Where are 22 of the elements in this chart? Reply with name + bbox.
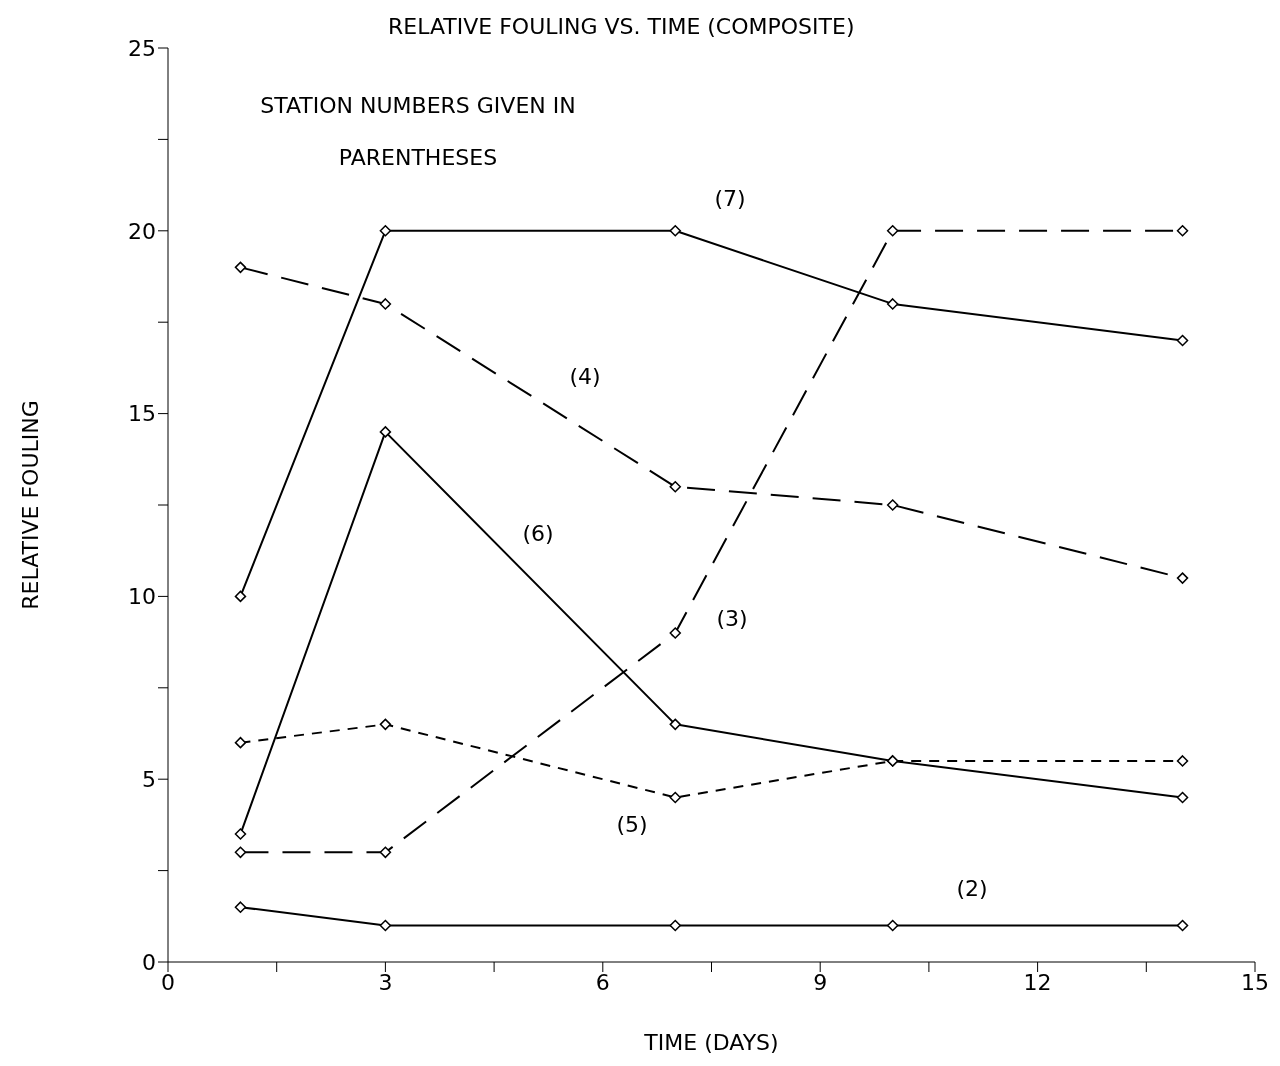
x-tick-label: 15 <box>1241 969 1269 995</box>
series-label: (5) <box>615 812 649 837</box>
y-tick-label: 20 <box>128 218 156 244</box>
y-tick-label: 5 <box>142 767 156 793</box>
x-axis-title: TIME (DAYS) <box>643 1030 779 1055</box>
series-label: (4) <box>568 364 602 389</box>
y-tick-label: 0 <box>142 949 156 975</box>
y-tick-label: 10 <box>128 584 156 610</box>
series-label: (3) <box>715 606 749 631</box>
text: STATION NUMBERS GIVEN IN PARENTHESES <box>260 93 576 170</box>
x-tick-label: 0 <box>161 969 175 995</box>
x-tick-label: 3 <box>378 969 393 995</box>
y-tick-label: 15 <box>128 401 156 427</box>
x-tick-label: 12 <box>1023 969 1052 995</box>
series-label: (7) <box>713 186 747 211</box>
y-axis-title: RELATIVE FOULING <box>17 400 43 610</box>
y-tick-label: 25 <box>128 35 156 61</box>
x-tick-label: 6 <box>595 969 610 995</box>
series-label: (6) <box>521 521 555 546</box>
chart-title: RELATIVE FOULING VS. TIME (COMPOSITE) <box>388 14 855 39</box>
series-label: (2) <box>955 876 989 901</box>
x-tick-label: 9 <box>813 969 828 995</box>
